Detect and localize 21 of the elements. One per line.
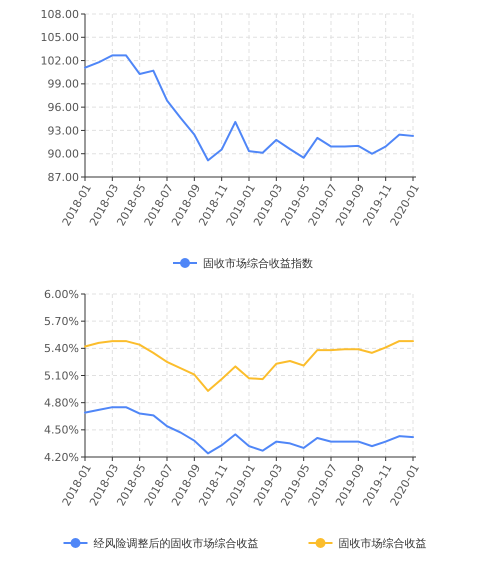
legend-label: 固收市场综合收益指数 <box>203 256 313 270</box>
y-tick-label: 4.20% <box>44 450 79 464</box>
y-tick-label: 108.00 <box>40 8 79 21</box>
y-tick-label: 6.00% <box>44 288 79 301</box>
y-tick-label: 4.80% <box>44 396 79 410</box>
y-tick-label: 87.00 <box>48 170 79 184</box>
y-tick-label: 99.00 <box>48 78 79 91</box>
y-tick-label: 96.00 <box>48 100 79 114</box>
y-tick-label: 90.00 <box>48 148 79 161</box>
legend-label: 经风险调整后的固收市场综合收益 <box>94 536 258 550</box>
y-tick-label: 4.50% <box>44 424 79 437</box>
y-tick-label: 105.00 <box>40 31 79 44</box>
y-tick-label: 93.00 <box>48 124 79 138</box>
y-tick-label: 5.40% <box>44 342 79 356</box>
line-series <box>84 340 414 392</box>
line-series <box>84 54 414 162</box>
y-tick-label: 5.70% <box>44 315 79 328</box>
y-tick-label: 102.00 <box>40 54 79 68</box>
y-tick-label: 5.10% <box>44 369 79 382</box>
line-series <box>84 406 414 454</box>
legend-label: 固收市场综合收益 <box>338 536 426 550</box>
